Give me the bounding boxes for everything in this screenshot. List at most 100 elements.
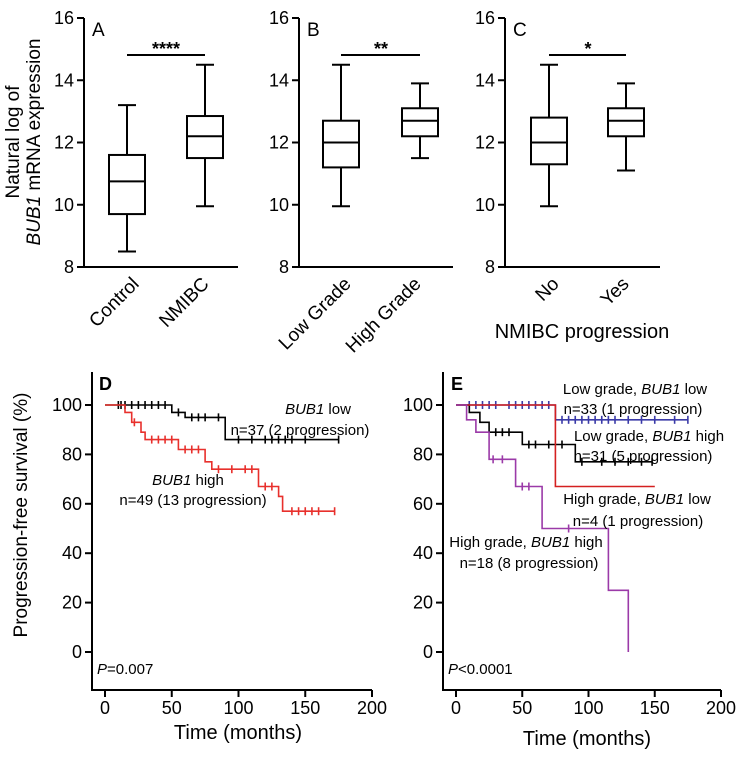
panel-d-ytick-label-3: 60: [62, 494, 82, 514]
panel-b-yticks: 8 10 12 14 16: [269, 8, 299, 277]
box-iqr: [401, 107, 439, 138]
panel-e-legend-1-n: n=31 (5 progression): [574, 448, 713, 465]
panel-d-ytick-label-1: 20: [62, 593, 82, 613]
panel-d-legend-high: BUB1 high: [152, 472, 224, 489]
panel-e-pvalue-label: P: [448, 661, 458, 678]
panel-e-legend-2: High grade, BUB1 low: [563, 491, 711, 508]
panel-d-legend-high-n: n=49 (13 progression): [119, 492, 266, 509]
panel-d-axes: [91, 372, 372, 691]
panel-a-ytick-label-4: 16: [54, 8, 74, 28]
panel-e-ytick-label-2: 40: [413, 543, 433, 563]
panel-c-xtick-0: No: [532, 274, 564, 306]
panel-e-xtick-label-2: 100: [573, 698, 603, 718]
panel-e-legend-0-rest: low: [680, 381, 707, 398]
panel-a-label: A: [92, 20, 105, 41]
km-step-line: [456, 404, 655, 488]
panel-c-ytick-label-0: 8: [485, 257, 495, 277]
panel-d-xticks: 0 50 100 150 200: [100, 690, 387, 718]
panel-e-legend-0-gene: BUB1: [641, 381, 680, 398]
panel-a-ytick-label-0: 8: [64, 257, 74, 277]
panel-e-pvalue-text: <0.0001: [458, 661, 513, 678]
panel-c-boxes: [530, 63, 645, 208]
panel-b-xtick-1: High Grade: [342, 274, 426, 358]
panel-b-box-0: [322, 63, 360, 208]
panel-e-legend-0: Low grade, BUB1 low: [563, 381, 707, 398]
panel-e-xtick-label-4: 200: [706, 698, 736, 718]
panel-e-axes: [442, 372, 721, 691]
panel-d-label: D: [99, 374, 112, 394]
km-step-line: [456, 404, 630, 652]
panel-b-ytick-label-0: 8: [279, 257, 289, 277]
panel-c-ytick-label-1: 10: [475, 195, 495, 215]
panel-a-sig-text: ****: [152, 39, 180, 59]
panel-a-ytick-label-3: 14: [54, 70, 74, 90]
panel-e-legend-3-gene: BUB1: [531, 534, 570, 551]
panel-d-xtick-label-1: 50: [162, 698, 182, 718]
panel-b-ytick-label-4: 16: [269, 8, 289, 28]
panel-e-legend-2-gene: BUB1: [645, 491, 684, 508]
box-iqr: [530, 116, 568, 166]
panel-e-legend-1: Low grade, BUB1 high: [574, 428, 724, 445]
panel-e: E Time (months) P<0.0001 0 50 100 150 200 0 2…: [403, 372, 736, 750]
panel-e-legend-3-prefix: High grade,: [449, 534, 531, 551]
panel-a-ylabel-rest: mRNA expression: [24, 39, 45, 196]
panel-e-ytick-label-0: 0: [423, 642, 433, 662]
panel-d-xtick-label-2: 100: [223, 698, 253, 718]
panel-e-xtick-label-0: 0: [451, 698, 461, 718]
panel-c-box-0: [530, 63, 568, 208]
panel-a-boxes: [108, 63, 224, 253]
km-step-line: [105, 404, 339, 441]
panel-d-pvalue: P=0.007: [97, 661, 153, 678]
panel-a-box-1: [186, 63, 224, 208]
panel-c: C 8 10 12 14 16 * No Yes NMIBC progression: [475, 8, 669, 343]
panel-e-curve-3: [456, 404, 630, 652]
panel-c-xtick-1: Yes: [597, 274, 634, 311]
box-iqr: [322, 119, 360, 169]
panel-a-box-0: [108, 104, 146, 253]
panel-e-legend-1-rest: high: [692, 428, 725, 445]
panel-e-legend-1-prefix: Low grade,: [574, 428, 652, 445]
panel-a-yticks: 8 10 12 14 16: [54, 8, 84, 277]
panel-e-legend-3-rest: high: [570, 534, 603, 551]
panel-a-ylabel-gene: BUB1: [24, 196, 45, 246]
panel-b-boxes: [322, 63, 439, 208]
panel-d-xtick-label-0: 0: [100, 698, 110, 718]
km-step-line: [456, 404, 653, 463]
panel-e-xtick-label-1: 50: [512, 698, 532, 718]
panel-d-ytick-label-0: 0: [72, 642, 82, 662]
panel-d-ytick-label-4: 80: [62, 444, 82, 464]
panel-e-xticks: 0 50 100 150 200: [451, 690, 736, 718]
box-iqr: [607, 107, 645, 138]
panel-e-ytick-label-5: 100: [403, 395, 433, 415]
box-iqr: [108, 153, 146, 216]
panel-d-pvalue-label: P: [97, 661, 107, 678]
panel-e-curves: [456, 401, 689, 652]
panel-b-label: B: [307, 20, 320, 41]
panel-d-legend-low-n: n=37 (2 progression): [231, 422, 370, 439]
panel-d-ytick-label-5: 100: [52, 395, 82, 415]
panel-d-xlabel: Time (months): [174, 722, 302, 744]
panel-a-ytick-label-2: 12: [54, 133, 74, 153]
panel-a-ylabel-line1: Natural log of: [3, 85, 24, 199]
panel-e-legend-1-gene: BUB1: [652, 428, 691, 445]
panel-d-yticks: 0 20 40 60 80 100: [52, 395, 92, 662]
panel-b-ytick-label-2: 12: [269, 133, 289, 153]
panel-e-curve-1: [456, 404, 653, 466]
panel-e-xlabel: Time (months): [523, 728, 651, 750]
panel-c-ytick-label-4: 16: [475, 8, 495, 28]
panel-e-legend-0-prefix: Low grade,: [563, 381, 641, 398]
panel-a-xtick-1: NMIBC: [155, 274, 213, 332]
panel-c-label: C: [513, 20, 527, 41]
panel-b-box-1: [401, 82, 439, 160]
panel-e-legend-2-n: n=4 (1 progression): [573, 513, 704, 530]
panel-b-sig-text: **: [374, 39, 388, 59]
panel-e-pvalue: P<0.0001: [448, 661, 513, 678]
panel-e-label: E: [451, 374, 463, 394]
panel-d-legend-low-gene: BUB1: [285, 401, 324, 418]
panel-d-legend-low-rest: low: [324, 401, 351, 418]
panel-a: A Natural log of BUB1 mRNA expression 8 1…: [3, 8, 238, 332]
panel-d-xtick-label-3: 150: [290, 698, 320, 718]
panel-d: D Progression-free survival (%) Time (mo…: [11, 372, 387, 744]
